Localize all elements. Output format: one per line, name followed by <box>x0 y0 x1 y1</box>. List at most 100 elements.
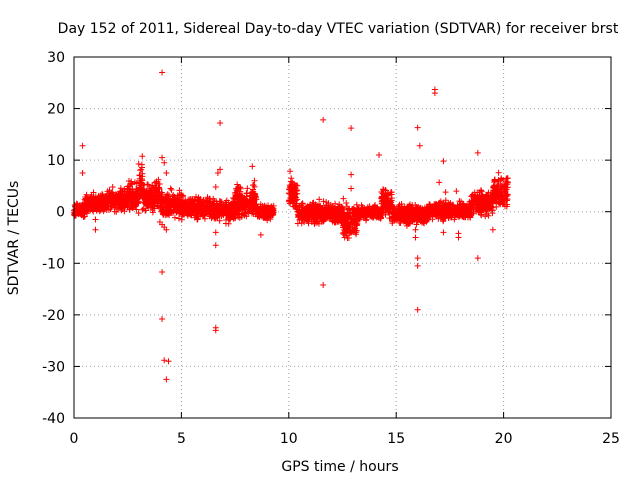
data-point <box>166 198 173 205</box>
data-point <box>265 202 272 209</box>
data-point <box>226 216 233 223</box>
data-point <box>83 191 90 198</box>
data-point <box>455 230 462 237</box>
data-point <box>414 255 421 262</box>
data-point <box>343 223 350 230</box>
tick-labels: -40 -30 -20 -10 0 10 20 30 0 5 10 15 20 25 <box>42 50 620 447</box>
data-point <box>121 192 128 199</box>
data-point <box>161 198 168 205</box>
data-point <box>139 177 146 184</box>
x-tick-label: 20 <box>495 431 513 447</box>
data-point <box>491 184 498 191</box>
data-point <box>158 206 165 213</box>
data-point <box>493 203 500 210</box>
data-point <box>396 201 403 208</box>
data-point <box>413 221 420 228</box>
data-point <box>211 213 218 220</box>
data-point <box>92 196 99 203</box>
data-point <box>223 217 230 224</box>
data-point <box>108 191 115 198</box>
data-point <box>171 207 178 214</box>
data-point <box>157 202 164 209</box>
data-point <box>135 161 142 168</box>
data-point <box>175 215 182 222</box>
data-point <box>191 211 198 218</box>
data-point <box>220 204 227 211</box>
data-point <box>498 175 505 182</box>
data-point <box>485 212 492 219</box>
data-point <box>418 219 425 226</box>
data-point <box>406 204 413 211</box>
data-point <box>125 201 132 208</box>
data-point <box>251 190 258 197</box>
data-point <box>453 188 460 195</box>
data-point <box>504 196 511 203</box>
data-point <box>406 212 413 219</box>
data-point <box>316 196 323 203</box>
data-point <box>241 210 248 217</box>
data-point <box>314 213 321 220</box>
data-point <box>469 191 476 198</box>
data-point <box>287 178 294 185</box>
data-point <box>379 190 386 197</box>
data-point <box>416 142 423 149</box>
data-point <box>348 216 355 223</box>
data-point <box>249 163 256 170</box>
data-point <box>443 210 450 217</box>
data-point <box>114 201 121 208</box>
data-point <box>286 183 293 190</box>
data-point <box>238 211 245 218</box>
data-point <box>124 185 131 192</box>
data-point <box>320 281 327 288</box>
data-point <box>355 209 362 216</box>
data-point <box>212 242 219 249</box>
data-point <box>129 205 136 212</box>
data-point <box>201 215 208 222</box>
data-point <box>310 206 317 213</box>
data-point <box>331 210 338 217</box>
data-point <box>307 201 314 208</box>
data-point <box>286 186 293 193</box>
data-point <box>318 213 325 220</box>
data-point <box>474 206 481 213</box>
data-point <box>341 228 348 235</box>
data-point <box>114 192 121 199</box>
data-point <box>163 211 170 218</box>
data-point <box>484 191 491 198</box>
data-point <box>155 176 162 183</box>
data-point <box>452 211 459 218</box>
data-point <box>353 221 360 228</box>
y-tick-label: -30 <box>42 359 65 375</box>
data-point <box>471 199 478 206</box>
data-point <box>302 215 309 222</box>
data-point <box>171 194 178 201</box>
data-point <box>320 198 327 205</box>
data-point <box>414 306 421 313</box>
data-point <box>377 215 384 222</box>
data-point <box>243 213 250 220</box>
data-point <box>348 125 355 132</box>
data-point <box>442 189 449 196</box>
data-point <box>343 199 350 206</box>
data-point <box>380 205 387 212</box>
data-point <box>238 197 245 204</box>
data-point <box>412 210 419 217</box>
data-point <box>72 212 79 219</box>
data-point <box>200 200 207 207</box>
data-point <box>366 203 373 210</box>
data-point <box>339 205 346 212</box>
data-point <box>381 194 388 201</box>
data-point <box>149 183 156 190</box>
data-point <box>233 203 240 210</box>
data-point <box>176 187 183 194</box>
data-point <box>216 217 223 224</box>
data-point <box>389 218 396 225</box>
data-point <box>400 218 407 225</box>
data-point <box>483 207 490 214</box>
data-point <box>98 205 105 212</box>
data-point <box>363 212 370 219</box>
data-point <box>460 203 467 210</box>
x-tick-label: 15 <box>387 431 405 447</box>
data-point <box>500 193 507 200</box>
